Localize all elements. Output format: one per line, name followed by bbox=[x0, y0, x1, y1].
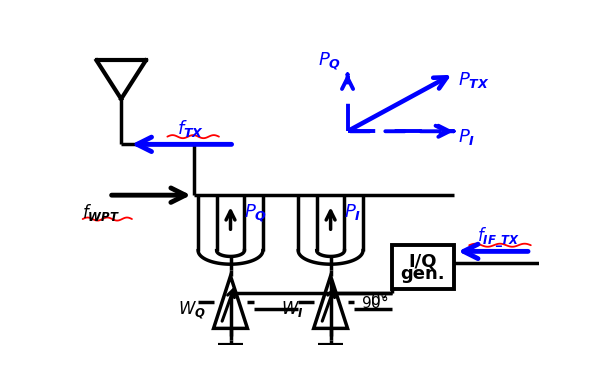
Text: $P_{\mathregular{I}}$: $P_{\mathregular{I}}$ bbox=[458, 127, 476, 147]
Text: $P_{\mathregular{I}}$: $P_{\mathregular{I}}$ bbox=[344, 202, 362, 222]
Text: $P_{\mathregular{TX}}$: $P_{\mathregular{TX}}$ bbox=[458, 70, 490, 90]
Text: $W_{\mathregular{Q}}$: $W_{\mathregular{Q}}$ bbox=[178, 299, 206, 320]
Text: $f_{\mathregular{IF\_TX}}$: $f_{\mathregular{IF\_TX}}$ bbox=[477, 225, 520, 249]
Text: $90°$: $90°$ bbox=[361, 294, 388, 311]
Text: I/Q: I/Q bbox=[409, 253, 437, 271]
Text: gen.: gen. bbox=[401, 265, 445, 283]
Text: $f_{\mathregular{TX}}$: $f_{\mathregular{TX}}$ bbox=[177, 118, 204, 139]
Text: $P_{\mathregular{Q}}$: $P_{\mathregular{Q}}$ bbox=[318, 50, 341, 71]
Text: $0°$: $0°$ bbox=[370, 291, 388, 308]
Text: $W_{\mathregular{I}}$: $W_{\mathregular{I}}$ bbox=[281, 299, 304, 319]
Bar bbox=[392, 245, 454, 289]
Text: $f_{\mathregular{WPT}}$: $f_{\mathregular{WPT}}$ bbox=[82, 202, 120, 223]
Text: $P_{\mathregular{Q}}$: $P_{\mathregular{Q}}$ bbox=[244, 202, 268, 223]
